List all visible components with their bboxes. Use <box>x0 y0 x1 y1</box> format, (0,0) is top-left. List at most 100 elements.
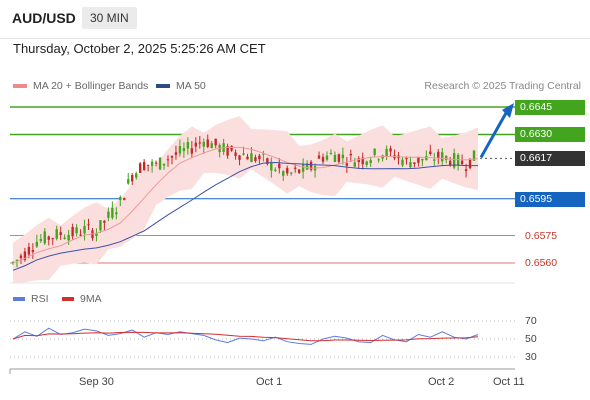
rsi-tick-30: 30 <box>525 351 537 363</box>
candle-body <box>325 155 329 160</box>
rsi-tick-70: 70 <box>525 315 537 327</box>
candle-body <box>305 163 309 170</box>
forecast-arrow <box>479 112 508 159</box>
price-label-r1: 0.6630 <box>515 127 585 142</box>
candle-body <box>162 163 166 166</box>
candle-body <box>174 152 178 155</box>
candle-body <box>166 159 170 161</box>
x-tick-sep30: Sep 30 <box>79 376 114 388</box>
candle-body <box>71 226 74 237</box>
chart-header: AUD/USD 30 MIN <box>0 0 590 39</box>
candle-body <box>107 211 110 218</box>
candle-body <box>361 157 364 165</box>
candle-body <box>23 251 27 261</box>
candle-body <box>119 197 122 201</box>
candle-body <box>274 169 277 171</box>
candle-body <box>238 155 241 160</box>
candle-body <box>63 237 66 239</box>
candle-body <box>250 153 253 163</box>
candle-body <box>333 154 337 163</box>
candle-body <box>409 162 412 168</box>
x-tick-oct11: Oct 11 <box>493 376 525 388</box>
candle-body <box>290 172 293 174</box>
price-label-last: 0.6617 <box>515 151 585 166</box>
ma20-label: MA 20 + Bollinger Bands <box>33 80 149 92</box>
candle-body <box>429 151 432 155</box>
candle-body <box>441 152 444 162</box>
candle-body <box>373 148 376 155</box>
candle-body <box>309 161 313 170</box>
candle-body <box>242 153 245 155</box>
candle-body <box>345 163 349 166</box>
candle-body <box>123 198 126 201</box>
candle-body <box>317 155 321 159</box>
candle-body <box>293 167 297 169</box>
candle-body <box>135 173 138 178</box>
candle-body <box>425 156 428 161</box>
instrument-symbol: AUD/USD <box>12 10 76 26</box>
candle-body <box>365 161 368 165</box>
candle-body <box>266 158 269 164</box>
candle-body <box>75 227 78 234</box>
candle-body <box>127 179 130 184</box>
candle-body <box>170 156 174 158</box>
candle-body <box>59 232 62 236</box>
chart-source: Research © 2025 Trading Central <box>424 80 581 92</box>
candle-body <box>146 164 150 166</box>
candle-body <box>270 161 273 171</box>
candle-body <box>95 233 98 236</box>
price-label-s2: 0.6575 <box>525 230 558 242</box>
legend-rsi: RSI <box>13 293 49 305</box>
candle-body <box>452 153 456 168</box>
rsi-tick-50: 50 <box>525 333 537 345</box>
timeframe-badge[interactable]: 30 MIN <box>82 7 137 29</box>
candle-body <box>55 229 58 239</box>
candle-body <box>357 158 360 163</box>
candle-body <box>15 259 19 261</box>
candle-body <box>417 156 420 163</box>
candle-body <box>258 155 261 160</box>
candle-body <box>83 226 86 234</box>
ma9-label: 9MA <box>80 293 102 305</box>
ma9-swatch-icon <box>62 297 74 302</box>
candle-body <box>99 220 102 231</box>
candle-body <box>254 157 257 162</box>
candle-body <box>286 168 289 174</box>
candle-body <box>111 207 114 218</box>
candle-body <box>230 145 233 151</box>
candle-body <box>405 157 408 160</box>
candle-body <box>214 138 217 146</box>
candle-body <box>182 148 186 152</box>
candle-body <box>87 224 90 226</box>
legend-9ma: 9MA <box>62 293 102 305</box>
candle-body <box>369 160 372 164</box>
candle-body <box>297 169 301 173</box>
candle-body <box>246 156 249 160</box>
candle-body <box>278 163 281 169</box>
candle-body <box>142 162 146 170</box>
rsi-line <box>12 327 479 345</box>
rsi-label: RSI <box>31 293 49 305</box>
candle-body <box>472 150 476 161</box>
candle-body <box>206 139 209 147</box>
candle-body <box>329 152 333 155</box>
ma20-swatch-icon <box>13 84 27 89</box>
candle-body <box>448 160 452 166</box>
chart-timestamp: Thursday, October 2, 2025 5:25:26 AM CET <box>13 41 266 56</box>
candle-body <box>43 231 46 244</box>
candle-body <box>301 163 305 172</box>
candle-body <box>198 142 201 144</box>
candle-body <box>19 255 23 259</box>
candle-body <box>385 148 388 157</box>
x-tick-oct2: Oct 2 <box>428 376 455 388</box>
ma50-label: MA 50 <box>176 80 206 92</box>
candle-body <box>150 161 154 166</box>
rsi-swatch-icon <box>13 297 25 302</box>
candle-body <box>154 162 158 164</box>
ma50-line <box>12 162 478 271</box>
candle-body <box>158 157 162 170</box>
candle-body <box>67 234 70 241</box>
rsi-ma9-line <box>12 331 479 342</box>
candle-body <box>413 162 416 165</box>
